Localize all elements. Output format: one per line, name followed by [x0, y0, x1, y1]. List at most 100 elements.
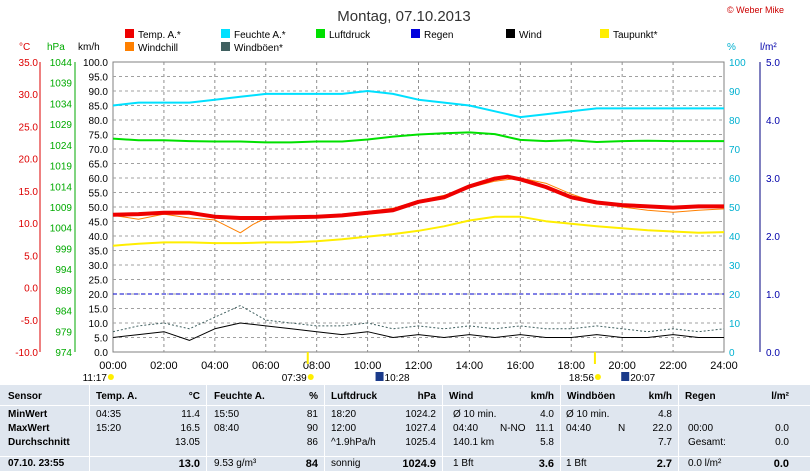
moon-time-label: 10:28: [385, 373, 410, 384]
stats-cell-rain-label: Gesamt:: [688, 437, 726, 448]
rain-tick-label: 3.0: [766, 174, 780, 185]
moon-time-label: 20:07: [630, 373, 655, 384]
stats-cell-rain-val: 0.0: [775, 423, 789, 434]
stats-cell-pres-time: 18:20: [331, 409, 357, 420]
temp-tick-label: 25.0: [19, 122, 39, 133]
temp-tick-label: 35.0: [19, 58, 39, 69]
wind-tick-label: 95.0: [89, 73, 109, 84]
weather-chart: Montag, 07.10.2013 © Weber Mike °C hPa k…: [15, 5, 784, 384]
legend-label: Taupunkt*: [613, 30, 658, 41]
copyright-text: © Weber Mike: [727, 5, 784, 15]
wind-tick-label: 65.0: [89, 160, 109, 171]
rain-tick-label: 0.0: [766, 348, 780, 359]
temp-tick-label: 30.0: [19, 90, 39, 101]
humidity-tick-label: 80: [729, 116, 741, 127]
stats-cell-temp-time: 04:35: [96, 409, 122, 420]
stats-cell-gust-dir: N: [618, 423, 626, 434]
wind-tick-label: 40.0: [89, 232, 109, 243]
stats-cell-gust-val: 22.0: [652, 423, 672, 434]
stats-cell-pres-val: 1027.4: [405, 423, 436, 434]
rain-tick-label: 4.0: [766, 116, 780, 127]
header-temp-unit: °C: [188, 391, 200, 402]
pressure-tick-label: 989: [55, 286, 72, 297]
wind-tick-label: 70.0: [89, 145, 109, 156]
stats-cell-wind-val: 4.0: [540, 409, 554, 420]
temp-tick-label: 15.0: [19, 187, 39, 198]
series-windb-en: [112, 305, 725, 333]
temp-tick-label: 0.0: [24, 284, 38, 295]
legend-label: Wind: [519, 30, 542, 41]
stats-cell-wind-label: 04:40: [453, 423, 479, 434]
wind-tick-label: 25.0: [89, 276, 109, 287]
wind-tick-label: 45.0: [89, 218, 109, 229]
wind-tick-label: 60.0: [89, 174, 109, 185]
wind-tick-label: 30.0: [89, 261, 109, 272]
wind-tick-label: 0.0: [94, 348, 108, 359]
stats-cell-rain-val: 0.0: [775, 437, 789, 448]
header-temp: Temp. A.: [96, 391, 138, 402]
stats-cell-hum-val: 81: [306, 409, 318, 420]
sun-time-label: 11:17: [83, 373, 108, 384]
legend-swatch: [411, 29, 420, 38]
moon-icon: [375, 372, 384, 381]
stats-cell-sensor: 07.10. 23:55: [8, 458, 65, 469]
temp-tick-label: 10.0: [19, 219, 39, 230]
stats-cell-temp-val: 13.0: [178, 458, 200, 470]
wind-tick-label: 35.0: [89, 247, 109, 258]
rain-axis-unit: l/m²: [760, 42, 777, 53]
humidity-tick-label: 40: [729, 232, 741, 243]
header-rain-unit: l/m²: [771, 391, 789, 402]
stats-cell-hum-val: 86: [306, 437, 318, 448]
stats-row: 07.10. 23:55 13.0 9.53 g/m³ 84 sonnig 1024.9 1…: [0, 457, 810, 471]
humidity-tick-label: 90: [729, 87, 741, 98]
pressure-tick-label: 974: [55, 348, 72, 359]
legend-label: Windchill: [138, 43, 178, 54]
pressure-axis-unit: hPa: [47, 42, 65, 53]
humidity-tick-label: 20: [729, 290, 741, 301]
stats-cell-wind-val: 11.1: [535, 423, 554, 434]
x-tick-label: 08:00: [303, 360, 331, 372]
pressure-tick-label: 1014: [50, 182, 73, 193]
stats-cell-hum-time: 15:50: [214, 409, 240, 420]
stats-cell-rain-label: 0.0 l/m²: [688, 458, 722, 469]
series-luftdruck: [112, 131, 724, 144]
stats-row: Durchschnitt 13.05 86 ^1.9hPa/h 1025.4 140.1 …: [0, 436, 810, 450]
pressure-tick-label: 979: [55, 327, 72, 338]
stats-cell-pres-time: 12:00: [331, 423, 357, 434]
stats-cell-hum-val: 90: [306, 423, 318, 434]
stats-cell-pres-time: ^1.9hPa/h: [331, 437, 376, 448]
header-humidity: Feuchte A.: [214, 391, 265, 402]
stats-cell-temp-val: 13.05: [174, 437, 200, 448]
pressure-tick-label: 1034: [50, 99, 73, 110]
temp-tick-label: 5.0: [24, 251, 38, 262]
stats-cell-gust-val: 2.7: [656, 458, 672, 470]
humidity-tick-label: 70: [729, 145, 741, 156]
chart-title: Montag, 07.10.2013: [337, 8, 470, 25]
legend-label: Temp. A.*: [138, 30, 181, 41]
stats-cell-rain-val: 0.0: [773, 458, 789, 470]
stats-cell-gust-val: 4.8: [658, 409, 672, 420]
humidity-tick-label: 100: [729, 58, 746, 69]
pressure-tick-label: 1039: [50, 79, 73, 90]
sun-time-label: 18:56: [569, 373, 594, 384]
x-tick-label: 18:00: [557, 360, 585, 372]
sun-icon: [594, 374, 601, 380]
stats-cell-wind-dir: N-NO: [500, 423, 526, 434]
x-tick-label: 06:00: [252, 360, 280, 372]
pressure-tick-label: 1019: [50, 162, 73, 173]
header-sensor: Sensor: [8, 391, 42, 402]
stats-cell-wind-label: Ø 10 min.: [453, 409, 497, 420]
temp-tick-label: -10.0: [15, 348, 38, 359]
header-rain: Regen: [685, 391, 716, 402]
stats-cell-hum-val: 84: [305, 458, 318, 470]
stats-cell-pres-val: 1024.9: [402, 458, 436, 470]
sun-time-label: 07:39: [282, 373, 307, 384]
stats-cell-pres-val: 1024.2: [405, 409, 436, 420]
stats-cell-wind-val: 5.8: [540, 437, 554, 448]
stats-cell-gust-label: Ø 10 min.: [566, 409, 610, 420]
stats-cell-sensor: MinWert: [8, 409, 48, 420]
stats-cell-gust-val: 7.7: [658, 437, 672, 448]
stats-row: MaxWert 15:20 16.5 08:40 90 12:00 1027.4 04:40 N…: [0, 422, 810, 436]
header-gust-unit: km/h: [648, 391, 672, 402]
axis-ticks: 35.0 30.0 25.0 20.0 15.0 10.0 5.0 0.0 -5.0 -10.0 1…: [15, 58, 780, 372]
